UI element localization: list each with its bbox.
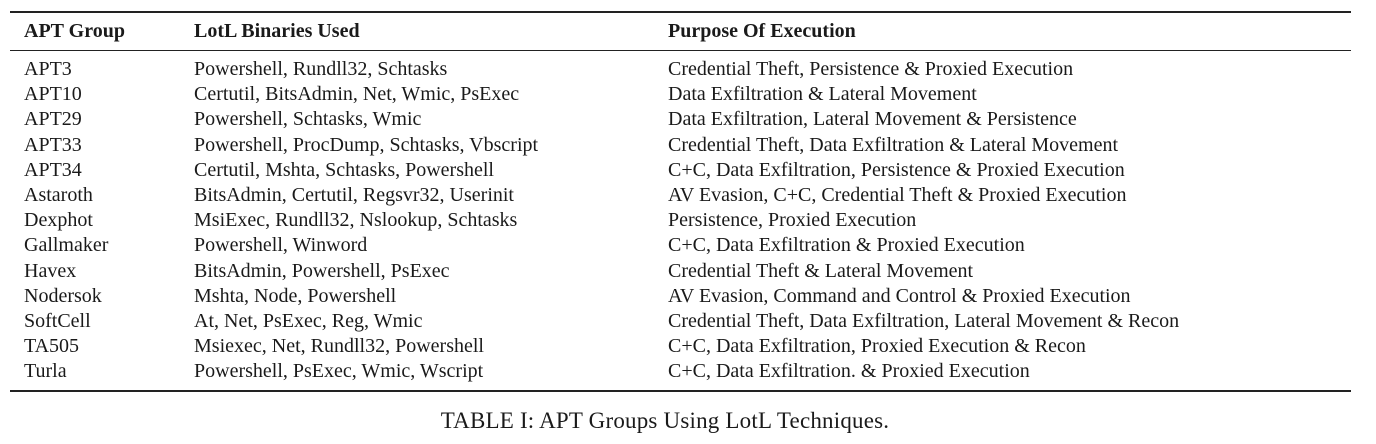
cell-apt-group: Turla — [24, 360, 67, 383]
table-bottom-rule — [10, 390, 1351, 393]
table-row: Nodersok Mshta, Node, Powershell AV Evas… — [10, 284, 1351, 309]
table-row: APT3 Powershell, Rundll32, Schtasks Cred… — [10, 57, 1351, 82]
apt-lotl-table: APT Group LotL Binaries Used Purpose Of … — [10, 13, 1351, 50]
cell-binaries: BitsAdmin, Powershell, PsExec — [194, 259, 450, 282]
table-row: Gallmaker Powershell, Winword C+C, Data … — [10, 233, 1351, 258]
cell-binaries: Powershell, ProcDump, Schtasks, Vbscript — [194, 133, 539, 156]
header-apt-group: APT Group — [24, 20, 125, 42]
table-row: SoftCell At, Net, PsExec, Reg, Wmic Cred… — [10, 309, 1351, 334]
cell-purpose: Data Exfiltration & Lateral Movement — [668, 83, 977, 106]
table-header-rule — [10, 50, 1351, 51]
cell-binaries: At, Net, PsExec, Reg, Wmic — [194, 309, 423, 332]
cell-binaries: Powershell, Rundll32, Schtasks — [194, 58, 448, 81]
cell-purpose: AV Evasion, C+C, Credential Theft & Prox… — [668, 184, 1127, 207]
cell-apt-group: SoftCell — [24, 309, 91, 332]
header-purpose: Purpose Of Execution — [668, 20, 856, 42]
cell-apt-group: APT29 — [24, 108, 82, 131]
cell-purpose: Data Exfiltration, Lateral Movement & Pe… — [668, 108, 1077, 131]
table-row: APT29 Powershell, Schtasks, Wmic Data Ex… — [10, 107, 1351, 132]
cell-purpose: C+C, Data Exfiltration, Persistence & Pr… — [668, 158, 1125, 181]
cell-binaries: Certutil, BitsAdmin, Net, Wmic, PsExec — [194, 83, 520, 106]
table-row: Havex BitsAdmin, Powershell, PsExec Cred… — [10, 259, 1351, 284]
table-row: APT34 Certutil, Mshta, Schtasks, Powersh… — [10, 158, 1351, 183]
cell-apt-group: APT33 — [24, 133, 82, 156]
cell-purpose: Persistence, Proxied Execution — [668, 209, 917, 232]
cell-apt-group: Astaroth — [24, 184, 93, 207]
table-row: Turla Powershell, PsExec, Wmic, Wscript … — [10, 359, 1351, 384]
cell-binaries: BitsAdmin, Certutil, Regsvr32, Userinit — [194, 184, 514, 207]
cell-purpose: C+C, Data Exfiltration. & Proxied Execut… — [668, 360, 1030, 383]
cell-binaries: Msiexec, Net, Rundll32, Powershell — [194, 335, 484, 358]
cell-binaries: Powershell, Winword — [194, 234, 368, 257]
cell-binaries: Powershell, PsExec, Wmic, Wscript — [194, 360, 484, 383]
table-row: APT33 Powershell, ProcDump, Schtasks, Vb… — [10, 133, 1351, 158]
table-row: Astaroth BitsAdmin, Certutil, Regsvr32, … — [10, 183, 1351, 208]
table-header-row: APT Group LotL Binaries Used Purpose Of … — [10, 13, 1351, 50]
cell-apt-group: TA505 — [24, 335, 80, 358]
cell-purpose: Credential Theft, Persistence & Proxied … — [668, 58, 1074, 81]
cell-apt-group: Dexphot — [24, 209, 93, 232]
table-top-rule — [10, 11, 1351, 13]
table-row: TA505 Msiexec, Net, Rundll32, Powershell… — [10, 334, 1351, 359]
cell-binaries: Certutil, Mshta, Schtasks, Powershell — [194, 158, 494, 181]
cell-apt-group: Nodersok — [24, 284, 102, 307]
cell-purpose: C+C, Data Exfiltration, Proxied Executio… — [668, 335, 1086, 358]
table-caption: TABLE I: APT Groups Using LotL Technique… — [440, 408, 890, 433]
table-row: Dexphot MsiExec, Rundll32, Nslookup, Sch… — [10, 208, 1351, 233]
cell-binaries: MsiExec, Rundll32, Nslookup, Schtasks — [194, 209, 518, 232]
apt-lotl-table-body: APT3 Powershell, Rundll32, Schtasks Cred… — [10, 57, 1351, 384]
cell-apt-group: Gallmaker — [24, 234, 109, 257]
header-lotl-binaries: LotL Binaries Used — [194, 20, 360, 42]
cell-purpose: Credential Theft, Data Exfiltration & La… — [668, 133, 1119, 156]
cell-apt-group: APT34 — [24, 158, 82, 181]
cell-purpose: C+C, Data Exfiltration & Proxied Executi… — [668, 234, 1025, 257]
apt-table-container: APT Group LotL Binaries Used Purpose Of … — [10, 11, 1351, 393]
cell-purpose: Credential Theft & Lateral Movement — [668, 259, 974, 282]
cell-apt-group: APT10 — [24, 83, 82, 106]
cell-apt-group: Havex — [24, 259, 77, 282]
cell-binaries: Mshta, Node, Powershell — [194, 284, 397, 307]
cell-apt-group: APT3 — [24, 58, 72, 81]
cell-binaries: Powershell, Schtasks, Wmic — [194, 108, 422, 131]
table-row: APT10 Certutil, BitsAdmin, Net, Wmic, Ps… — [10, 82, 1351, 107]
cell-purpose: Credential Theft, Data Exfiltration, Lat… — [668, 309, 1180, 332]
cell-purpose: AV Evasion, Command and Control & Proxie… — [668, 284, 1131, 307]
